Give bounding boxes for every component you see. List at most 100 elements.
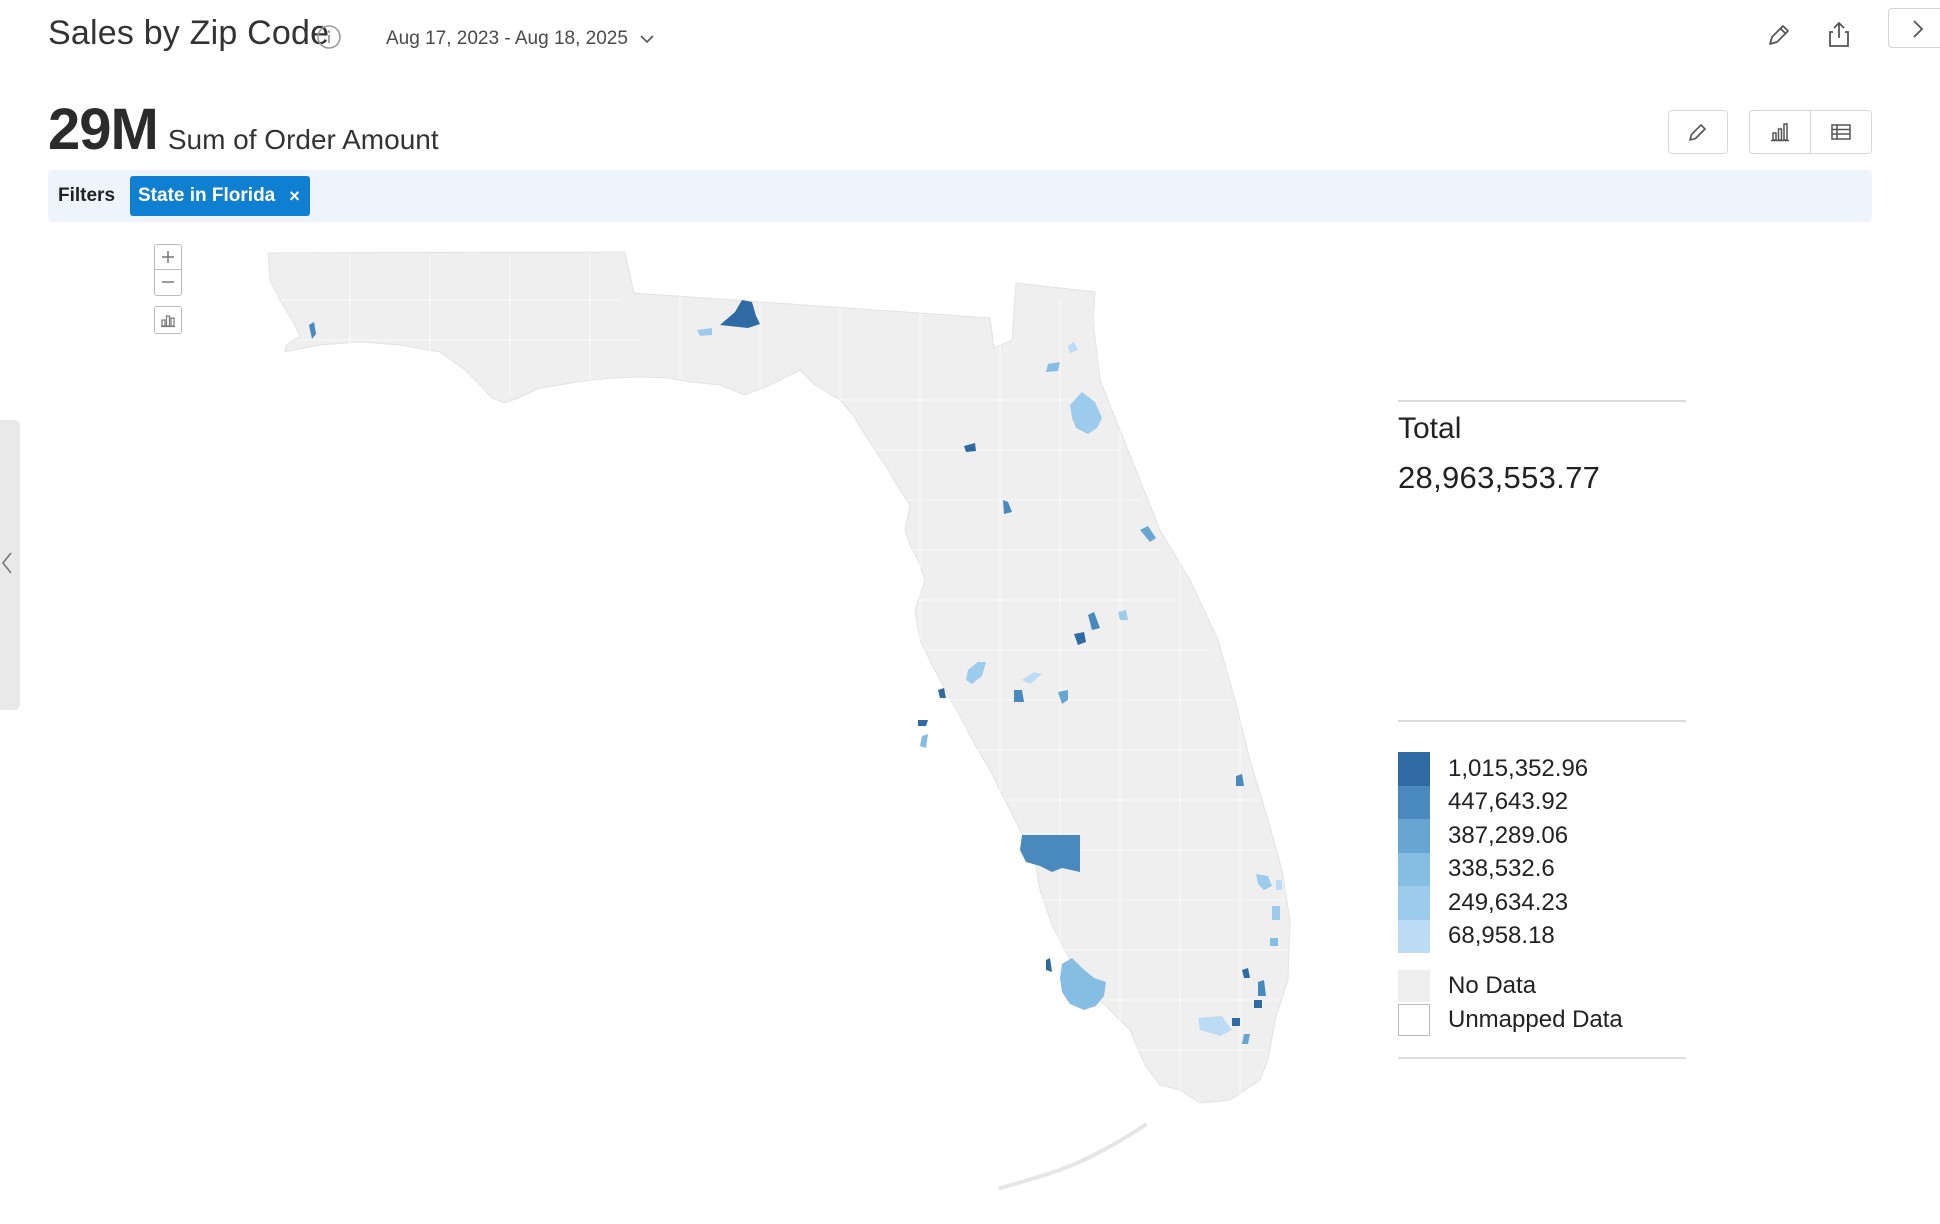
- info-icon[interactable]: [316, 24, 342, 50]
- map-legend: Total 28,963,553.77 1,015,352.96 447,643.…: [1398, 400, 1686, 1059]
- legend-row: 387,289.06: [1398, 819, 1686, 853]
- zip-area: [1258, 980, 1266, 996]
- table-icon: [1831, 124, 1851, 140]
- legend-row-no-data: No Data: [1398, 969, 1686, 1003]
- legend-buckets: 1,015,352.96 447,643.92 387,289.06 338,532.…: [1398, 752, 1686, 953]
- filters-bar: Filters State in Florida ×: [48, 170, 1872, 222]
- zip-areas: [309, 300, 1282, 1044]
- total-value: 28,963,553.77: [1398, 460, 1601, 495]
- zip-area: [1118, 610, 1128, 620]
- zip-area: [1060, 958, 1106, 1010]
- legend-swatch: [1398, 852, 1430, 886]
- date-range-label: Aug 17, 2023 - Aug 18, 2025: [386, 28, 628, 49]
- legend-label: 387,289.06: [1448, 821, 1569, 849]
- collapse-panel-button[interactable]: [1888, 8, 1940, 48]
- filter-chip-state[interactable]: State in Florida ×: [130, 176, 310, 216]
- legend-row: 249,634.23: [1398, 886, 1686, 920]
- legend-divider: [1398, 400, 1686, 402]
- zip-area: [1014, 690, 1024, 702]
- reset-view-button[interactable]: [154, 306, 182, 334]
- legend-label: Unmapped Data: [1448, 1006, 1623, 1033]
- zip-area: [1254, 1000, 1262, 1008]
- zoom-out-button[interactable]: [154, 270, 182, 296]
- legend-row: 447,643.92: [1398, 785, 1686, 819]
- zip-area: [938, 688, 946, 698]
- zip-grid: [280, 255, 1288, 1100]
- legend-label: 68,958.18: [1448, 922, 1555, 950]
- share-icon[interactable]: [1824, 20, 1854, 50]
- legend-extra: No Data Unmapped Data: [1398, 969, 1686, 1037]
- zip-area: [720, 300, 760, 328]
- zip-area: [964, 443, 976, 452]
- zip-area: [1058, 690, 1068, 704]
- zip-area: [1276, 880, 1282, 890]
- left-panel-toggle[interactable]: [0, 420, 20, 710]
- filters-label: Filters: [58, 185, 116, 206]
- legend-label: No Data: [1448, 972, 1537, 999]
- zip-area: [1198, 1016, 1232, 1036]
- remove-filter-button[interactable]: ×: [289, 186, 300, 206]
- kpi-label: Sum of Order Amount: [167, 124, 439, 155]
- zip-area: [1046, 958, 1052, 972]
- legend-row: 338,532.6: [1398, 852, 1686, 886]
- legend-swatch: [1398, 752, 1430, 786]
- legend-swatch: [1398, 919, 1430, 953]
- zip-area: [1022, 672, 1042, 684]
- zip-area: [966, 662, 986, 684]
- zip-area: [920, 734, 928, 748]
- zip-area: [1272, 906, 1280, 920]
- minus-icon: [162, 281, 174, 283]
- table-view-button[interactable]: [1810, 110, 1872, 154]
- florida-keys: [998, 1123, 1147, 1190]
- chevron-left-icon: [1, 552, 12, 574]
- zip-area: [1003, 500, 1012, 514]
- edit-button[interactable]: [1668, 110, 1728, 154]
- zip-area: [1046, 362, 1060, 372]
- legend-divider: [1398, 720, 1686, 722]
- legend-swatch: [1398, 785, 1430, 819]
- legend-label: 1,015,352.96: [1448, 754, 1589, 782]
- zip-area: [1074, 632, 1086, 645]
- zip-area: [1140, 526, 1156, 542]
- legend-row: 1,015,352.96: [1398, 752, 1686, 786]
- pencil-icon: [1689, 124, 1706, 141]
- chevron-right-icon: [1913, 20, 1924, 38]
- plus-icon: [162, 251, 174, 263]
- zip-area: [309, 322, 316, 339]
- zip-area: [918, 720, 928, 726]
- total-label: Total: [1398, 412, 1462, 445]
- zip-area: [1068, 342, 1078, 353]
- map-zoom-controls: [154, 244, 182, 334]
- kpi-value: 29M: [48, 97, 159, 162]
- legend-swatch: [1398, 970, 1430, 1002]
- legend-label: 249,634.23: [1448, 888, 1569, 916]
- legend-scale: 1,015,352.96 447,643.92 387,289.06 338,532.…: [1398, 720, 1686, 1059]
- zip-area: [1270, 938, 1278, 946]
- legend-divider: [1398, 1057, 1686, 1059]
- zip-area: [1232, 1018, 1240, 1026]
- page-title: Sales by Zip Code: [48, 14, 330, 52]
- pencil-icon[interactable]: [1764, 20, 1794, 50]
- legend-label: 447,643.92: [1448, 788, 1569, 816]
- legend-swatch: [1398, 819, 1430, 853]
- zip-area: [1242, 968, 1250, 978]
- zip-area: [1256, 874, 1272, 890]
- chevron-down-icon: [640, 35, 654, 44]
- bar-chart-icon: [1771, 123, 1789, 142]
- legend-swatch: [1398, 886, 1430, 920]
- legend-swatch: [1398, 1004, 1430, 1036]
- zip-area: [1020, 835, 1080, 872]
- zip-area: [1236, 774, 1244, 786]
- zoom-in-button[interactable]: [154, 244, 182, 270]
- chart-view-button[interactable]: [1749, 110, 1811, 154]
- legend-label: 338,532.6: [1448, 855, 1555, 883]
- zip-area: [1088, 612, 1100, 630]
- kpi-summary: 29M Sum of Order Amount: [48, 96, 439, 163]
- filter-chip-label: State in Florida: [138, 185, 276, 206]
- zip-area: [697, 328, 712, 336]
- zip-area: [1070, 392, 1102, 434]
- legend-row-unmapped: Unmapped Data: [1398, 1003, 1686, 1037]
- florida-outline: [267, 251, 1291, 1104]
- date-range-selector[interactable]: Aug 17, 2023 - Aug 18, 2025: [386, 28, 656, 50]
